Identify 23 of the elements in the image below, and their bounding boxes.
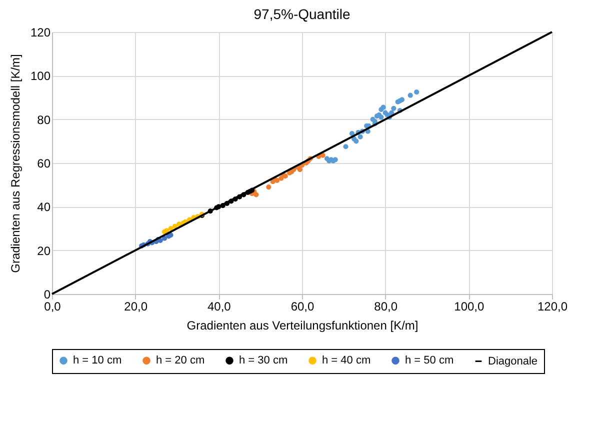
legend-label: h = 40 cm	[322, 354, 371, 367]
x-tick-label: 0,0	[44, 300, 62, 314]
x-tick-label: 20,0	[124, 300, 148, 314]
legend-label: h = 10 cm	[73, 354, 122, 367]
legend-label: h = 30 cm	[239, 354, 288, 367]
x-tick-label: 120,0	[537, 300, 568, 314]
x-tick-label: 60,0	[290, 300, 314, 314]
y-tick-label: 0	[44, 288, 51, 302]
x-tick-label: 40,0	[207, 300, 232, 314]
y-tick-label: 40	[37, 200, 51, 214]
legend-label: h = 20 cm	[156, 354, 205, 367]
y-tick-label: 60	[37, 156, 51, 170]
y-tick-label: 100	[30, 69, 51, 84]
chart-title: 97,5%-Quantile	[254, 6, 350, 22]
y-tick-label: 80	[37, 112, 51, 127]
x-axis-title: Gradienten aus Verteilungsfunktionen [K/m]	[186, 318, 418, 332]
y-axis-title: Gradienten aus Regressionsmodell [K/m]	[8, 54, 22, 273]
legend-label: Diagonale	[488, 355, 538, 368]
y-tick-label: 20	[37, 244, 51, 258]
x-tick-label: 80,0	[374, 300, 398, 314]
x-tick-label: 100,0	[454, 300, 485, 314]
y-tick-label: 120	[30, 26, 51, 40]
legend-label: h = 50 cm	[405, 354, 454, 367]
